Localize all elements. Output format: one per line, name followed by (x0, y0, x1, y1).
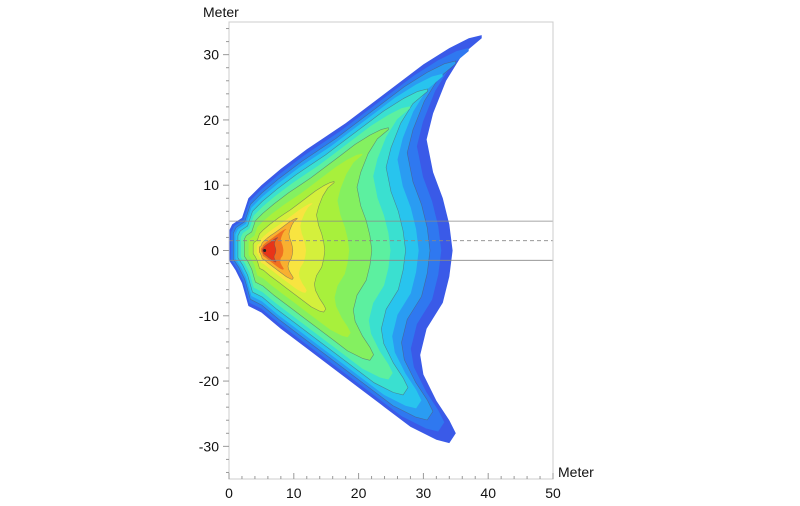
y-axis-label: Meter (203, 4, 239, 20)
contour-bands (229, 35, 482, 444)
x-tick-label: 10 (286, 485, 302, 501)
x-tick-label: 0 (225, 485, 233, 501)
contour-band (262, 237, 278, 263)
y-tick-label: 20 (203, 112, 219, 128)
axis-ticks: 0 10 20 30 40 50 30 20 10 0 -10 -20 -30 (199, 28, 561, 501)
x-axis-label: Meter (558, 464, 594, 480)
y-tick-label: -30 (199, 438, 219, 454)
x-tick-label: 20 (351, 485, 367, 501)
x-tick-label: 30 (416, 485, 432, 501)
y-tick-label: -10 (199, 308, 219, 324)
x-tick-label: 50 (545, 485, 561, 501)
y-tick-label: 30 (203, 47, 219, 63)
x-tick-label: 40 (480, 485, 496, 501)
y-tick-label: 10 (203, 177, 219, 193)
y-tick-label: 0 (211, 243, 219, 259)
peak-marker (263, 249, 267, 252)
reference-lines (229, 220, 553, 261)
y-tick-label: -20 (199, 373, 219, 389)
